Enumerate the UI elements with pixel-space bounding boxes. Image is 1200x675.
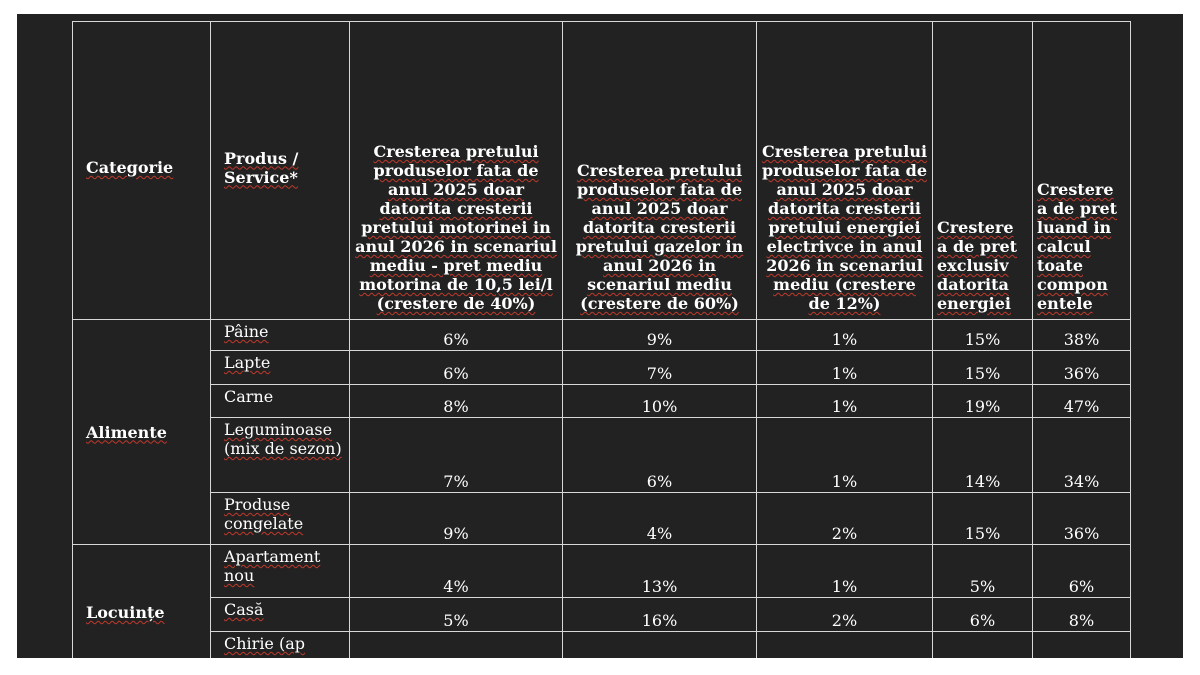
energy-only-cell: 6% [932, 597, 1033, 632]
gas-cell: 13% [562, 544, 757, 598]
document-frame: Categorie Produs / Service* Cresterea pr… [17, 14, 1183, 658]
energy-only-cell: 15% [932, 492, 1033, 545]
gas-cell: 9% [562, 319, 757, 351]
product-cell: Chirie (ap [210, 631, 350, 658]
energy-only-cell: 19% [932, 384, 1033, 418]
gas-cell: 4% [562, 492, 757, 545]
energy-only-cell: 14% [932, 417, 1033, 493]
electricity-cell: 2% [756, 597, 933, 632]
all-components-cell: 38% [1032, 319, 1131, 351]
diesel-cell: 7% [349, 417, 563, 493]
category-cell-housing: Locuințe [72, 544, 211, 658]
table-row: Chirie (ap [73, 631, 1131, 658]
header-diesel: Cresterea pretului produselor fata de an… [349, 21, 563, 320]
all-components-cell [1032, 631, 1131, 658]
product-cell: Casă [210, 597, 350, 632]
diesel-cell: 9% [349, 492, 563, 545]
header-energy-only: Crestere a de pret exclusiv datorita ene… [932, 21, 1033, 320]
diesel-cell [349, 631, 563, 658]
electricity-cell: 1% [756, 544, 933, 598]
header-product: Produs / Service* [210, 21, 350, 320]
header-electricity: Cresterea pretului produselor fata de an… [756, 21, 933, 320]
product-cell: Lapte [210, 350, 350, 385]
electricity-cell [756, 631, 933, 658]
energy-only-cell [932, 631, 1033, 658]
all-components-cell: 8% [1032, 597, 1131, 632]
table-row: Locuințe Apartament nou 4% 13% 1% 5% 6% [72, 544, 1131, 658]
diesel-cell: 4% [349, 544, 563, 598]
electricity-cell: 1% [756, 319, 933, 351]
electricity-cell: 1% [756, 384, 933, 418]
product-cell: Produse congelate [210, 492, 350, 545]
gas-cell: 6% [562, 417, 757, 493]
gas-cell: 7% [562, 350, 757, 385]
category-cell-food: Alimente [72, 319, 211, 545]
energy-only-cell: 15% [932, 319, 1033, 351]
table-row: Lapte 6% 7% 1% 15% 36% [73, 350, 1131, 385]
all-components-cell: 34% [1032, 417, 1131, 493]
energy-price-impact-table: Categorie Produs / Service* Cresterea pr… [72, 21, 1131, 658]
gas-cell: 16% [562, 597, 757, 632]
diesel-cell: 8% [349, 384, 563, 418]
diesel-cell: 6% [349, 350, 563, 385]
header-all-components: Crestere a de pret luand in calcul toate… [1032, 21, 1131, 320]
product-cell: Carne [210, 384, 350, 418]
header-row: Categorie Produs / Service* Cresterea pr… [72, 21, 1131, 320]
header-category: Categorie [72, 21, 211, 320]
all-components-cell: 47% [1032, 384, 1131, 418]
table-row: Carne 8% 10% 1% 19% 47% [73, 384, 1131, 418]
gas-cell: 10% [562, 384, 757, 418]
all-components-cell: 6% [1032, 544, 1131, 598]
electricity-cell: 2% [756, 492, 933, 545]
energy-only-cell: 15% [932, 350, 1033, 385]
table-row: Casă 5% 16% 2% 6% 8% [73, 597, 1131, 632]
table-row: Leguminoase (mix de sezon) 7% 6% 1% 14% … [73, 417, 1131, 493]
product-cell: Apartament nou [210, 544, 350, 598]
product-cell: Pâine [210, 319, 350, 351]
product-cell: Leguminoase (mix de sezon) [210, 417, 350, 493]
electricity-cell: 1% [756, 417, 933, 493]
gas-cell [562, 631, 757, 658]
all-components-cell: 36% [1032, 350, 1131, 385]
electricity-cell: 1% [756, 350, 933, 385]
table-row: Alimente Pâine 6% 9% 1% 15% 38% [72, 319, 1131, 545]
table-row: Produse congelate 9% 4% 2% 15% 36% [73, 492, 1131, 545]
all-components-cell: 36% [1032, 492, 1131, 545]
energy-only-cell: 5% [932, 544, 1033, 598]
header-gas: Cresterea pretului produselor fata de an… [562, 21, 757, 320]
diesel-cell: 6% [349, 319, 563, 351]
diesel-cell: 5% [349, 597, 563, 632]
